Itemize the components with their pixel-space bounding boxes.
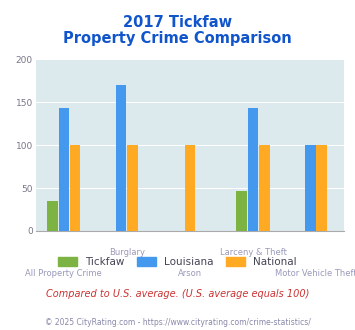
Text: All Property Crime: All Property Crime: [26, 269, 102, 278]
Bar: [185, 145, 195, 231]
Bar: [259, 145, 269, 231]
Bar: [116, 85, 126, 231]
Text: Larceny & Theft: Larceny & Theft: [219, 248, 286, 257]
Bar: [70, 145, 81, 231]
Bar: [248, 108, 258, 231]
Bar: [47, 201, 58, 231]
Text: © 2025 CityRating.com - https://www.cityrating.com/crime-statistics/: © 2025 CityRating.com - https://www.city…: [45, 318, 310, 327]
Text: Arson: Arson: [178, 269, 202, 278]
Bar: [236, 191, 247, 231]
Text: Compared to U.S. average. (U.S. average equals 100): Compared to U.S. average. (U.S. average …: [46, 289, 309, 299]
Text: 2017 Tickfaw: 2017 Tickfaw: [123, 15, 232, 30]
Text: Motor Vehicle Theft: Motor Vehicle Theft: [275, 269, 355, 278]
Text: Property Crime Comparison: Property Crime Comparison: [63, 31, 292, 46]
Bar: [305, 145, 316, 231]
Text: Burglary: Burglary: [109, 248, 145, 257]
Legend: Tickfaw, Louisiana, National: Tickfaw, Louisiana, National: [58, 257, 297, 267]
Bar: [127, 145, 138, 231]
Bar: [316, 145, 327, 231]
Bar: [59, 108, 69, 231]
